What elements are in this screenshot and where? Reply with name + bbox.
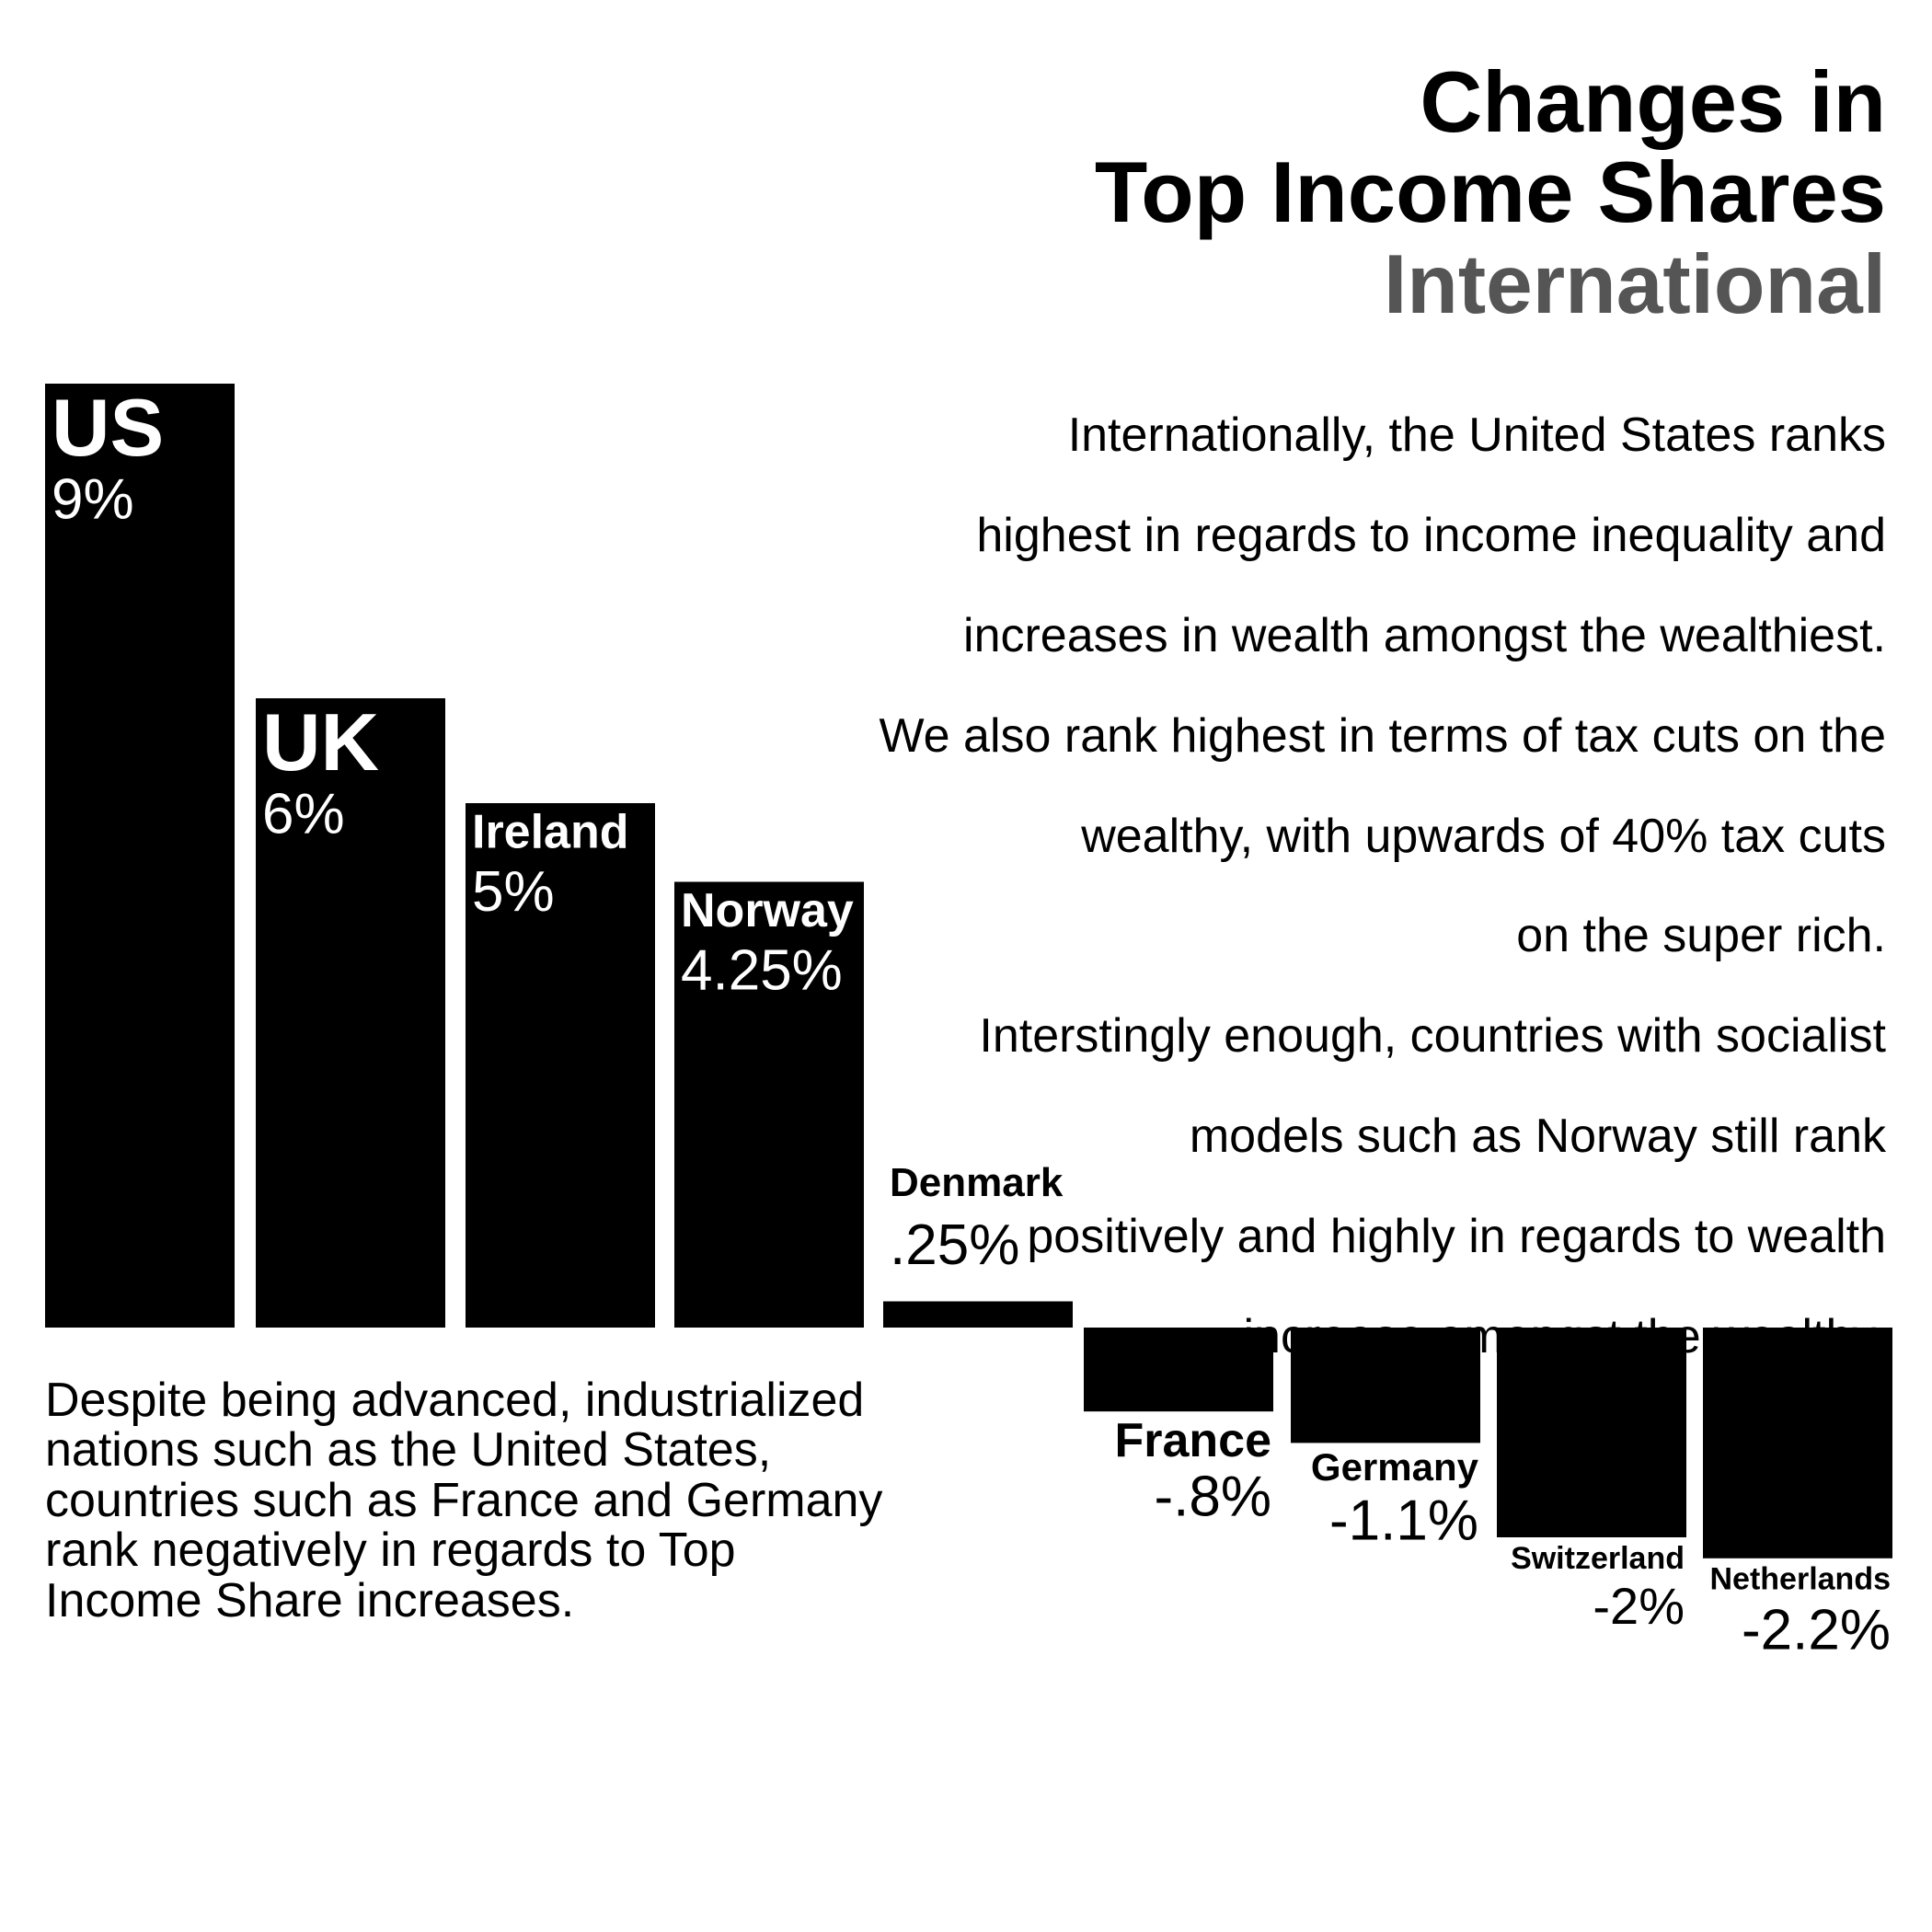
bar-value-label-germany: -1.1% xyxy=(1329,1489,1478,1553)
description-bottom-line: rank negatively in regards to Top xyxy=(45,1524,736,1578)
description-bottom-line: Income Share increases. xyxy=(45,1573,575,1627)
bar-france xyxy=(1084,1328,1273,1412)
description-bottom: Despite being advanced, industrialized n… xyxy=(45,1375,1057,1626)
description-bottom-line: nations such as the United States, xyxy=(45,1423,772,1478)
bar-category-label-germany: Germany xyxy=(1311,1445,1479,1489)
description-top-line: We also rank highest in terms of tax cut… xyxy=(879,708,1886,763)
bar-netherlands xyxy=(1703,1328,1892,1558)
bar-value-label-uk: 6% xyxy=(262,782,345,845)
description-top-line: highest in regards to income inequality … xyxy=(976,509,1886,563)
bar-germany xyxy=(1291,1328,1480,1443)
bar-us xyxy=(45,384,235,1328)
chart-subtitle: International xyxy=(1383,238,1886,331)
description-top-line: Internationally, the United States ranks xyxy=(1067,408,1886,463)
bar-value-label-norway: 4.25% xyxy=(681,938,843,1002)
description-top-line: models such as Norway still rank xyxy=(1189,1110,1886,1164)
description-top-line: wealthy, with upwards of 40% tax cuts xyxy=(1081,809,1886,863)
bar-value-label-ireland: 5% xyxy=(472,860,555,924)
bar-uk xyxy=(256,698,445,1328)
chart-title-line-2: Top Income Shares xyxy=(1094,144,1886,240)
bar-value-label-netherlands: -2.2% xyxy=(1742,1599,1891,1662)
bar-category-label-switzerland: Switzerland xyxy=(1511,1541,1685,1576)
description-bottom-line: Despite being advanced, industrialized xyxy=(45,1374,865,1427)
bar-category-label-us: US xyxy=(52,382,164,473)
description-top-line: on the super rich. xyxy=(1516,909,1886,963)
chart-title-line-1: Changes in xyxy=(1420,53,1886,150)
bar-category-label-france: France xyxy=(1114,1414,1271,1467)
bar-switzerland xyxy=(1497,1328,1686,1537)
description-top-line: Interstingly enough, countries with soci… xyxy=(979,1009,1886,1064)
bar-value-label-france: -.8% xyxy=(1155,1466,1271,1529)
bar-category-label-norway: Norway xyxy=(681,884,854,937)
bar-category-label-ireland: Ireland xyxy=(472,806,629,859)
description-top-line: increases in wealth amongst the wealthie… xyxy=(963,609,1886,663)
bar-denmark xyxy=(883,1301,1073,1328)
description-top-line: positively and highly in regards to weal… xyxy=(1027,1209,1886,1263)
description-top-line: increase amongst the wealthy. xyxy=(1243,1309,1886,1363)
bar-value-label-switzerland: -2% xyxy=(1593,1577,1685,1635)
bar-ireland xyxy=(466,803,655,1328)
description-top: Internationally, the United States ranks… xyxy=(662,361,1886,1412)
bar-norway xyxy=(674,881,864,1328)
title-block: Changes in Top Income Shares Internation… xyxy=(1095,57,1886,333)
bar-value-label-us: 9% xyxy=(52,467,134,531)
description-bottom-line: countries such as France and Germany xyxy=(45,1473,883,1527)
bar-category-label-denmark: Denmark xyxy=(890,1160,1064,1205)
bar-value-label-denmark: .25% xyxy=(890,1213,1019,1277)
bar-category-label-uk: UK xyxy=(262,696,379,788)
bar-category-label-netherlands: Netherlands xyxy=(1710,1562,1892,1597)
